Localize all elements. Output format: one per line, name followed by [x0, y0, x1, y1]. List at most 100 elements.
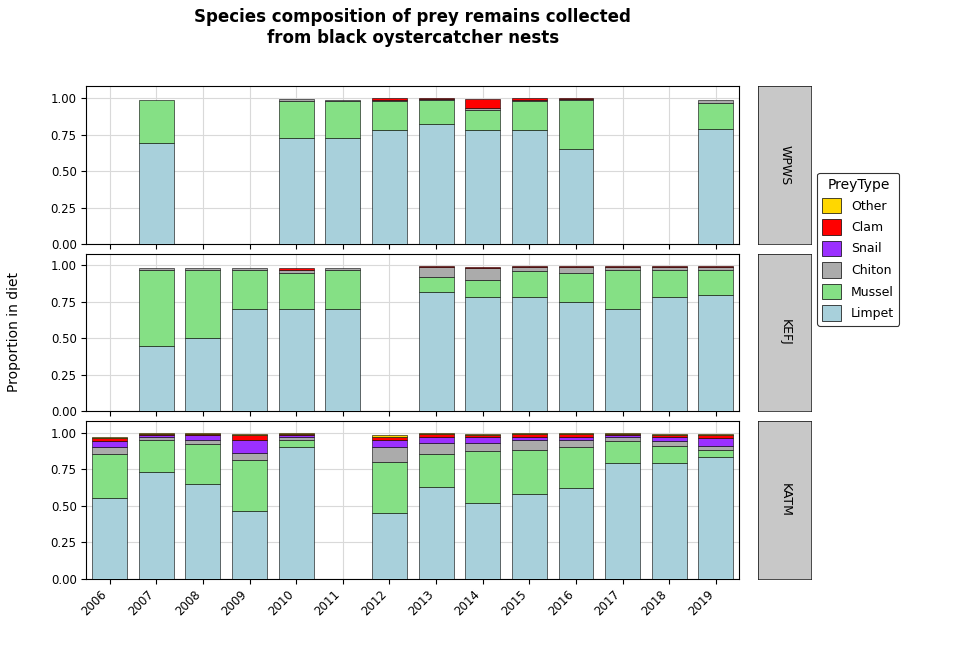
Bar: [698, 446, 733, 450]
Bar: [419, 267, 454, 277]
Bar: [466, 280, 500, 297]
Bar: [512, 450, 547, 494]
Bar: [605, 270, 640, 309]
Bar: [559, 98, 593, 99]
Bar: [372, 100, 407, 101]
Bar: [419, 98, 454, 99]
Bar: [605, 266, 640, 267]
Bar: [466, 130, 500, 244]
Bar: [652, 270, 686, 297]
Bar: [605, 434, 640, 436]
Bar: [372, 462, 407, 513]
Bar: [232, 434, 267, 436]
Bar: [466, 443, 500, 452]
Bar: [512, 271, 547, 297]
Bar: [232, 267, 267, 270]
Bar: [232, 270, 267, 309]
Bar: [278, 101, 314, 138]
Bar: [372, 447, 407, 462]
Bar: [559, 437, 593, 440]
Bar: [466, 452, 500, 503]
Bar: [559, 273, 593, 302]
Bar: [419, 100, 454, 124]
Bar: [419, 437, 454, 443]
Bar: [278, 99, 314, 101]
Bar: [559, 432, 593, 434]
Bar: [232, 511, 267, 579]
Bar: [698, 458, 733, 579]
Bar: [325, 270, 360, 309]
Bar: [419, 266, 454, 267]
Bar: [92, 454, 127, 498]
Bar: [372, 513, 407, 579]
Bar: [419, 292, 454, 412]
Bar: [698, 438, 733, 446]
Bar: [559, 99, 593, 100]
Bar: [139, 440, 174, 472]
Bar: [698, 436, 733, 438]
Bar: [139, 434, 174, 436]
Bar: [278, 273, 314, 309]
Bar: [698, 267, 733, 270]
Bar: [466, 297, 500, 412]
Bar: [419, 124, 454, 244]
Bar: [512, 101, 547, 130]
Bar: [325, 309, 360, 412]
Bar: [559, 440, 593, 447]
Bar: [232, 460, 267, 511]
Bar: [559, 266, 593, 267]
Bar: [698, 129, 733, 244]
Text: Species composition of prey remains collected
from black oystercatcher nests: Species composition of prey remains coll…: [194, 8, 632, 47]
Bar: [419, 434, 454, 437]
Bar: [278, 309, 314, 412]
Bar: [419, 443, 454, 454]
Bar: [466, 503, 500, 579]
Bar: [605, 437, 640, 442]
Bar: [325, 100, 360, 101]
Bar: [185, 270, 221, 338]
Bar: [139, 270, 174, 346]
Bar: [559, 302, 593, 412]
Bar: [372, 440, 407, 447]
Bar: [652, 266, 686, 267]
Bar: [512, 432, 547, 434]
Bar: [278, 434, 314, 436]
Bar: [512, 130, 547, 244]
Bar: [232, 309, 267, 412]
Bar: [92, 437, 127, 438]
Bar: [466, 110, 500, 130]
Bar: [139, 346, 174, 412]
Bar: [605, 464, 640, 579]
Bar: [372, 98, 407, 100]
Bar: [466, 99, 500, 108]
Bar: [652, 464, 686, 579]
Bar: [698, 450, 733, 458]
Bar: [419, 277, 454, 292]
Bar: [325, 101, 360, 138]
Bar: [559, 447, 593, 488]
Bar: [698, 434, 733, 436]
Bar: [278, 432, 314, 434]
Bar: [232, 453, 267, 460]
Bar: [512, 100, 547, 101]
Bar: [139, 100, 174, 144]
Bar: [92, 442, 127, 447]
Bar: [185, 432, 221, 434]
Bar: [466, 108, 500, 110]
Bar: [698, 270, 733, 295]
Bar: [139, 472, 174, 579]
Bar: [278, 138, 314, 244]
Bar: [232, 440, 267, 453]
Bar: [139, 267, 174, 270]
Bar: [278, 437, 314, 440]
Bar: [652, 442, 686, 446]
Bar: [559, 488, 593, 579]
Bar: [512, 297, 547, 412]
Text: KEFJ: KEFJ: [779, 319, 791, 346]
Bar: [185, 444, 221, 483]
Bar: [232, 436, 267, 440]
Bar: [372, 101, 407, 130]
Bar: [512, 434, 547, 437]
Bar: [419, 99, 454, 100]
Bar: [559, 100, 593, 149]
